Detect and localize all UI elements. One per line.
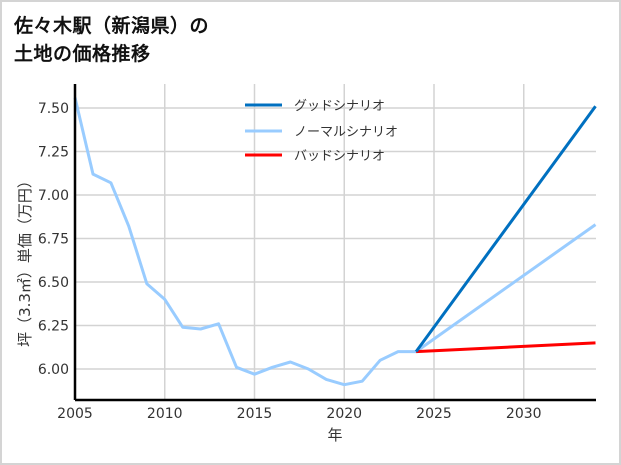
chart-title: 佐々木駅（新潟県）の 土地の価格推移 (14, 12, 209, 68)
y-tick-label: 7.00 (38, 188, 69, 204)
y-tick-label: 6.00 (38, 362, 69, 378)
x-tick-label: 2010 (147, 406, 183, 422)
y-tick-label: 6.50 (38, 275, 69, 291)
legend: グッドシナリオ ノーマルシナリオ バッドシナリオ (245, 99, 398, 164)
grid-lines (75, 84, 596, 400)
y-tick-label: 6.25 (38, 319, 69, 335)
series-line (415, 223, 597, 353)
legend-label-good: グッドシナリオ (294, 99, 385, 114)
axes (73, 84, 596, 402)
chart-title-line1: 佐々木駅（新潟県）の (14, 15, 210, 37)
legend-item-normal: ノーマルシナリオ (245, 125, 398, 140)
x-axis-label: 年 (327, 426, 342, 444)
data-lines (73, 97, 597, 387)
series-line (416, 341, 596, 354)
series-line (414, 105, 597, 353)
legend-item-good: グッドシナリオ (245, 99, 385, 114)
y-tick-label: 7.25 (38, 145, 69, 161)
x-tick-label: 2020 (326, 406, 362, 422)
y-axis-label: 坪（3.3㎡）単価（万円） (16, 173, 34, 347)
x-tick-label: 2030 (506, 406, 542, 422)
y-tick-labels: 7.50 7.25 7.00 6.75 6.50 6.25 6.00 (38, 101, 69, 378)
x-tick-labels: 2005 2010 2015 2020 2025 2030 (57, 406, 541, 422)
y-tick-label: 6.75 (38, 232, 69, 248)
legend-item-bad: バッドシナリオ (245, 149, 385, 164)
x-tick-label: 2025 (416, 406, 452, 422)
x-tick-label: 2015 (237, 406, 273, 422)
legend-label-normal: ノーマルシナリオ (294, 125, 398, 140)
x-tick-label: 2005 (57, 406, 93, 422)
chart-title-line2: 土地の価格推移 (14, 43, 151, 65)
y-tick-label: 7.50 (38, 101, 69, 117)
legend-label-bad: バッドシナリオ (294, 149, 385, 164)
series-line (73, 97, 417, 387)
